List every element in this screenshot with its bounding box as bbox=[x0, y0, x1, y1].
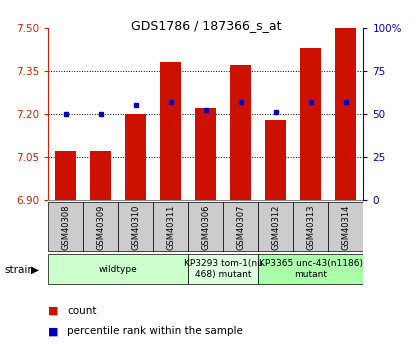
Bar bbox=[48, 202, 83, 252]
Text: ■: ■ bbox=[48, 326, 59, 336]
Text: GSM40306: GSM40306 bbox=[201, 204, 210, 249]
Bar bbox=[230, 65, 251, 200]
Text: GSM40310: GSM40310 bbox=[131, 204, 140, 249]
Text: GDS1786 / 187366_s_at: GDS1786 / 187366_s_at bbox=[131, 19, 281, 32]
Bar bbox=[300, 48, 321, 200]
Bar bbox=[223, 202, 258, 252]
Bar bbox=[258, 254, 363, 284]
Text: KP3365 unc-43(n1186)
mutant: KP3365 unc-43(n1186) mutant bbox=[259, 259, 363, 279]
Bar bbox=[328, 202, 363, 252]
Bar bbox=[83, 202, 118, 252]
Bar bbox=[118, 202, 153, 252]
Text: KP3293 tom-1(nu
468) mutant: KP3293 tom-1(nu 468) mutant bbox=[184, 259, 263, 279]
Bar bbox=[265, 120, 286, 200]
Text: ■: ■ bbox=[48, 306, 59, 315]
Bar bbox=[335, 28, 356, 200]
Text: GSM40314: GSM40314 bbox=[341, 204, 350, 249]
Bar bbox=[90, 151, 111, 200]
Bar bbox=[195, 108, 216, 200]
Text: ▶: ▶ bbox=[31, 265, 39, 275]
Bar bbox=[48, 254, 188, 284]
Text: strain: strain bbox=[4, 265, 34, 275]
Text: wildtype: wildtype bbox=[99, 265, 138, 274]
Text: GSM40309: GSM40309 bbox=[96, 204, 105, 249]
Bar bbox=[188, 254, 258, 284]
Bar bbox=[160, 62, 181, 200]
Bar bbox=[293, 202, 328, 252]
Text: GSM40312: GSM40312 bbox=[271, 204, 280, 249]
Text: GSM40313: GSM40313 bbox=[306, 204, 315, 249]
Bar bbox=[258, 202, 293, 252]
Text: GSM40311: GSM40311 bbox=[166, 204, 175, 249]
Bar bbox=[55, 151, 76, 200]
Bar bbox=[125, 114, 146, 200]
Bar bbox=[153, 202, 188, 252]
Text: GSM40308: GSM40308 bbox=[61, 204, 70, 249]
Text: GSM40307: GSM40307 bbox=[236, 204, 245, 249]
Text: percentile rank within the sample: percentile rank within the sample bbox=[67, 326, 243, 336]
Text: count: count bbox=[67, 306, 97, 315]
Bar bbox=[188, 202, 223, 252]
